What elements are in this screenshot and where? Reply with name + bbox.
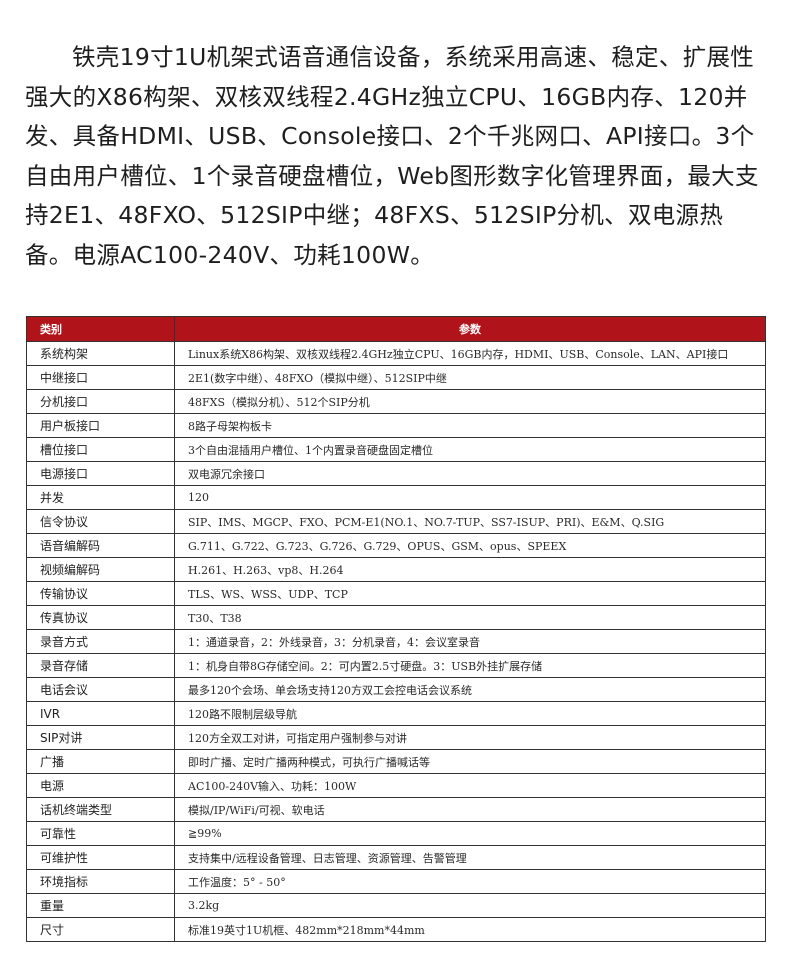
- row-category: 视频编解码: [26, 557, 175, 582]
- table-row: IVR 120路不限制层级导航: [26, 701, 766, 726]
- row-value: T30、T38: [174, 605, 766, 630]
- row-category: 系统构架: [26, 341, 175, 366]
- header-params: 参数: [174, 316, 766, 342]
- table-row: 电话会议 最多120个会场、单会场支持120方双工会控电话会议系统: [26, 677, 766, 702]
- row-category: 传真协议: [26, 605, 175, 630]
- table-row: SIP对讲 120方全双工对讲，可指定用户强制参与对讲: [26, 725, 766, 750]
- row-category: 中继接口: [26, 365, 175, 390]
- row-category: 用户板接口: [26, 413, 175, 438]
- table-row: 信令协议 SIP、IMS、MGCP、FXO、PCM-E1(NO.1、NO.7-TU…: [26, 509, 766, 534]
- spec-table: 类别 参数 系统构架 Linux系统X86构架、双核双线程2.4GHz独立CPU、…: [26, 316, 766, 942]
- row-value: 1：机身自带8G存储空间。2：可内置2.5寸硬盘。3：USB外挂扩展存储: [174, 653, 766, 678]
- row-value: 3个自由混插用户槽位、1个内置录音硬盘固定槽位: [174, 437, 766, 462]
- table-row: 重量 3.2kg: [26, 893, 766, 918]
- table-row: 传真协议 T30、T38: [26, 605, 766, 630]
- row-value: G.711、G.722、G.723、G.726、G.729、OPUS、GSM、o…: [174, 533, 766, 558]
- row-value: 120: [174, 485, 766, 510]
- header-category: 类别: [26, 316, 175, 342]
- row-category: 并发: [26, 485, 175, 510]
- row-category: 广播: [26, 749, 175, 774]
- row-category: 可靠性: [26, 821, 175, 846]
- row-value: TLS、WS、WSS、UDP、TCP: [174, 581, 766, 606]
- row-category: SIP对讲: [26, 725, 175, 750]
- table-row: 中继接口 2E1(数字中继）、48FXO（模拟中继）、512SIP中继: [26, 365, 766, 390]
- row-category: 分机接口: [26, 389, 175, 414]
- table-row: 系统构架 Linux系统X86构架、双核双线程2.4GHz独立CPU、16GB内存…: [26, 341, 766, 366]
- row-category: 重量: [26, 893, 175, 918]
- row-value: 工作温度：5° - 50°: [174, 869, 766, 894]
- table-row: 用户板接口 8路子母架构板卡: [26, 413, 766, 438]
- row-category: 尺寸: [26, 917, 175, 942]
- intro-paragraph: 铁壳19寸1U机架式语音通信设备，系统采用高速、稳定、扩展性强大的X86构架、双…: [25, 43, 759, 269]
- row-value: 模拟/IP/WiFi/可视、软电话: [174, 797, 766, 822]
- row-value: 48FXS（模拟分机）、512个SIP分机: [174, 389, 766, 414]
- table-row: 录音方式 1：通道录音，2：外线录音，3：分机录音，4：会议室录音: [26, 629, 766, 654]
- table-row: 语音编解码 G.711、G.722、G.723、G.726、G.729、OPUS、…: [26, 533, 766, 558]
- table-row: 广播 即时广播、定时广播两种模式，可执行广播喊话等: [26, 749, 766, 774]
- row-value: 最多120个会场、单会场支持120方双工会控电话会议系统: [174, 677, 766, 702]
- row-value: 双电源冗余接口: [174, 461, 766, 486]
- row-category: 电源: [26, 773, 175, 798]
- table-row: 录音存储 1：机身自带8G存储空间。2：可内置2.5寸硬盘。3：USB外挂扩展存储: [26, 653, 766, 678]
- table-row: 可靠性 ≧99%: [26, 821, 766, 846]
- row-category: 语音编解码: [26, 533, 175, 558]
- table-row: 电源接口 双电源冗余接口: [26, 461, 766, 486]
- row-value: Linux系统X86构架、双核双线程2.4GHz独立CPU、16GB内存，HDM…: [174, 341, 766, 366]
- table-row: 电源 AC100-240V输入、功耗：100W: [26, 773, 766, 798]
- table-row: 槽位接口 3个自由混插用户槽位、1个内置录音硬盘固定槽位: [26, 437, 766, 462]
- row-value: 标准19英寸1U机框、482mm*218mm*44mm: [174, 917, 766, 942]
- row-value: ≧99%: [174, 821, 766, 846]
- row-category: 可维护性: [26, 845, 175, 870]
- row-category: 录音存储: [26, 653, 175, 678]
- table-row: 环境指标 工作温度：5° - 50°: [26, 869, 766, 894]
- row-category: 环境指标: [26, 869, 175, 894]
- row-category: 槽位接口: [26, 437, 175, 462]
- row-category: 电话会议: [26, 677, 175, 702]
- row-value: 120路不限制层级导航: [174, 701, 766, 726]
- table-row: 并发 120: [26, 485, 766, 510]
- row-category: IVR: [26, 701, 175, 726]
- table-row: 传输协议 TLS、WS、WSS、UDP、TCP: [26, 581, 766, 606]
- table-row: 话机终端类型 模拟/IP/WiFi/可视、软电话: [26, 797, 766, 822]
- row-value: H.261、H.263、vp8、H.264: [174, 557, 766, 582]
- row-value: 2E1(数字中继）、48FXO（模拟中继）、512SIP中继: [174, 365, 766, 390]
- row-value: 支持集中/远程设备管理、日志管理、资源管理、告警管理: [174, 845, 766, 870]
- row-value: 即时广播、定时广播两种模式，可执行广播喊话等: [174, 749, 766, 774]
- row-category: 录音方式: [26, 629, 175, 654]
- row-value: AC100-240V输入、功耗：100W: [174, 773, 766, 798]
- row-category: 电源接口: [26, 461, 175, 486]
- row-category: 话机终端类型: [26, 797, 175, 822]
- table-row: 尺寸 标准19英寸1U机框、482mm*218mm*44mm: [26, 917, 766, 942]
- row-value: SIP、IMS、MGCP、FXO、PCM-E1(NO.1、NO.7-TUP、SS…: [174, 509, 766, 534]
- row-value: 8路子母架构板卡: [174, 413, 766, 438]
- table-row: 视频编解码 H.261、H.263、vp8、H.264: [26, 557, 766, 582]
- row-category: 传输协议: [26, 581, 175, 606]
- table-header-row: 类别 参数: [26, 316, 766, 342]
- table-row: 分机接口 48FXS（模拟分机）、512个SIP分机: [26, 389, 766, 414]
- row-category: 信令协议: [26, 509, 175, 534]
- row-value: 3.2kg: [174, 893, 766, 918]
- row-value: 1：通道录音，2：外线录音，3：分机录音，4：会议室录音: [174, 629, 766, 654]
- table-row: 可维护性 支持集中/远程设备管理、日志管理、资源管理、告警管理: [26, 845, 766, 870]
- row-value: 120方全双工对讲，可指定用户强制参与对讲: [174, 725, 766, 750]
